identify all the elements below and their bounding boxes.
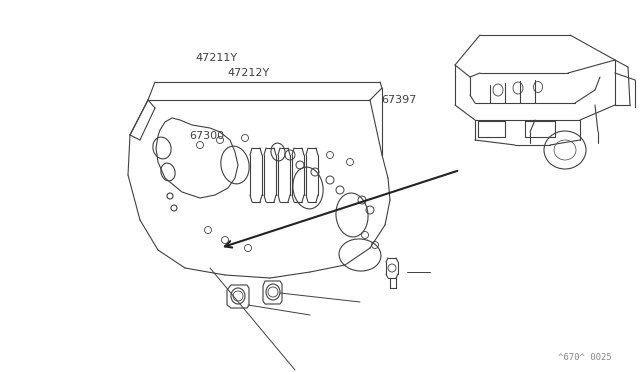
Text: 67300: 67300	[189, 131, 224, 141]
Text: 67397: 67397	[381, 95, 416, 105]
Text: 47211Y: 47211Y	[195, 53, 237, 62]
Text: 47212Y: 47212Y	[227, 68, 269, 77]
Text: ^670^ 0025: ^670^ 0025	[558, 353, 612, 362]
